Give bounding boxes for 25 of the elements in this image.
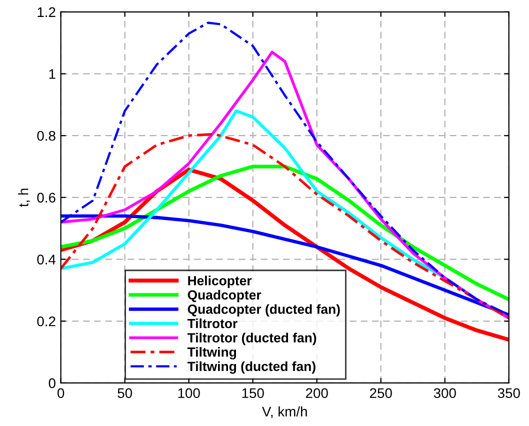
y-tick-label: 1.2: [38, 7, 56, 17]
legend-label: Helicopter: [188, 276, 252, 288]
legend-label: Quadcopter: [188, 290, 262, 302]
x-tick-label: 350: [498, 388, 520, 398]
y-tick-label: 0.6: [37, 192, 56, 203]
legend-label: Tiltwing (ducted fan): [187, 361, 316, 374]
line-series: [60, 164, 509, 302]
y-tick-label: 1: [49, 69, 56, 79]
y-tick-label: 0: [48, 378, 56, 388]
x-tick-label: 300: [434, 388, 456, 398]
y-tick-label: 0.8: [37, 130, 56, 141]
x-axis-title: V, km/h: [262, 406, 307, 418]
x-tick-label: 250: [370, 388, 392, 398]
x-tick-label: 100: [178, 388, 200, 398]
x-tick-label: 150: [242, 388, 264, 398]
legend-label: Quadcopter (ducted fan): [188, 304, 340, 317]
x-tick-label: 200: [306, 388, 328, 398]
y-tick-label: 0.2: [37, 316, 56, 326]
legend-label: Tiltrotor (ducted fan): [187, 332, 316, 346]
x-tick-label: 50: [118, 388, 132, 398]
legend-label: Tiltrotor: [187, 318, 238, 328]
x-tick-label: 0: [58, 388, 64, 398]
legend-label: Tiltwing: [187, 347, 236, 360]
y-axis-title: t, h: [18, 188, 30, 207]
y-tick-label: 0.4: [37, 254, 56, 264]
